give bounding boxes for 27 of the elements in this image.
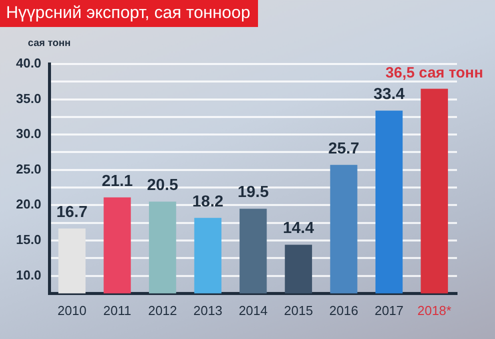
y-tick-label: 25.0 <box>16 161 42 176</box>
y-axis-title: сая тонн <box>28 38 71 49</box>
data-label: 21.1 <box>102 172 133 190</box>
x-tick-label: 2010 <box>57 302 86 318</box>
x-tick-label: 2011 <box>103 302 132 318</box>
x-tick-label: 2012 <box>148 302 178 318</box>
data-label: 20.5 <box>146 177 178 194</box>
y-tick-label: 15.0 <box>16 232 42 248</box>
data-label: 16.7 <box>56 204 88 221</box>
x-tick-label: 2015 <box>284 302 313 318</box>
data-label: 19.5 <box>238 184 269 202</box>
x-tick-label: 2017 <box>374 302 404 318</box>
y-tick-label: 40.0 <box>16 56 42 71</box>
data-label: 14.4 <box>282 220 314 238</box>
y-tick-label: 10.0 <box>16 267 42 282</box>
x-tick-label: 2016 <box>329 302 358 318</box>
data-label: 25.7 <box>328 140 360 158</box>
chart-title: Нүүрсний экспорт, сая тонноор <box>0 0 258 27</box>
data-label: 36,5 сая тонн <box>386 64 484 82</box>
y-tick-label: 30.0 <box>16 126 42 142</box>
x-tick-label: 2013 <box>193 302 222 318</box>
data-label: 18.2 <box>192 193 224 210</box>
y-tick-label: 20.0 <box>16 196 42 212</box>
y-tick-label: 35.0 <box>16 90 42 106</box>
data-label: 33.4 <box>373 86 405 103</box>
x-tick-label: 2018* <box>417 302 452 318</box>
x-tick-label: 2014 <box>238 302 268 318</box>
